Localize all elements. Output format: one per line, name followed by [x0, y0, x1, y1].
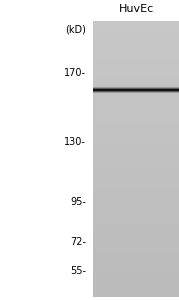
Text: 130-: 130-	[64, 137, 86, 147]
Text: 95-: 95-	[70, 197, 86, 207]
Text: 72-: 72-	[70, 237, 86, 247]
Text: 170-: 170-	[64, 68, 86, 78]
Text: (kD): (kD)	[65, 24, 86, 34]
Text: 55-: 55-	[70, 266, 86, 276]
Text: HuvEc: HuvEc	[118, 4, 154, 14]
